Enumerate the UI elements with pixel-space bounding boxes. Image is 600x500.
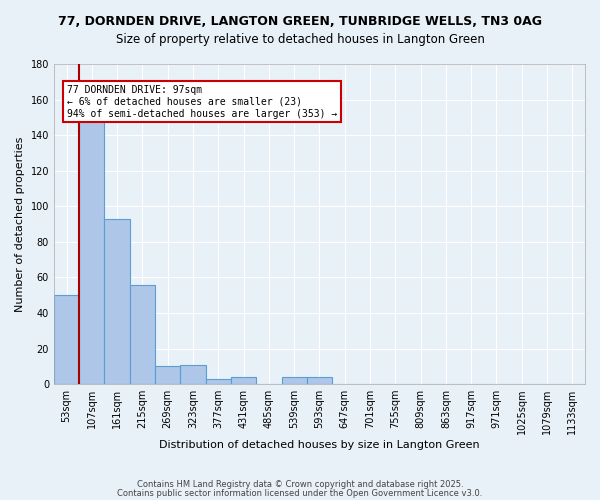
Bar [231,377,256,384]
Bar [206,378,231,384]
Text: 77 DORNDEN DRIVE: 97sqm
← 6% of detached houses are smaller (23)
94% of semi-det: 77 DORNDEN DRIVE: 97sqm ← 6% of detached… [67,86,337,118]
Text: Contains HM Land Registry data © Crown copyright and database right 2025.: Contains HM Land Registry data © Crown c… [137,480,463,489]
Text: Size of property relative to detached houses in Langton Green: Size of property relative to detached ho… [116,32,484,46]
Bar [54,295,79,384]
Bar [104,218,130,384]
Bar [181,364,206,384]
Y-axis label: Number of detached properties: Number of detached properties [15,136,25,312]
Bar [130,284,155,384]
Text: 77, DORNDEN DRIVE, LANGTON GREEN, TUNBRIDGE WELLS, TN3 0AG: 77, DORNDEN DRIVE, LANGTON GREEN, TUNBRI… [58,15,542,28]
Bar [79,121,104,384]
Bar [307,377,332,384]
X-axis label: Distribution of detached houses by size in Langton Green: Distribution of detached houses by size … [159,440,480,450]
Bar [155,366,181,384]
Bar [281,377,307,384]
Text: Contains public sector information licensed under the Open Government Licence v3: Contains public sector information licen… [118,488,482,498]
